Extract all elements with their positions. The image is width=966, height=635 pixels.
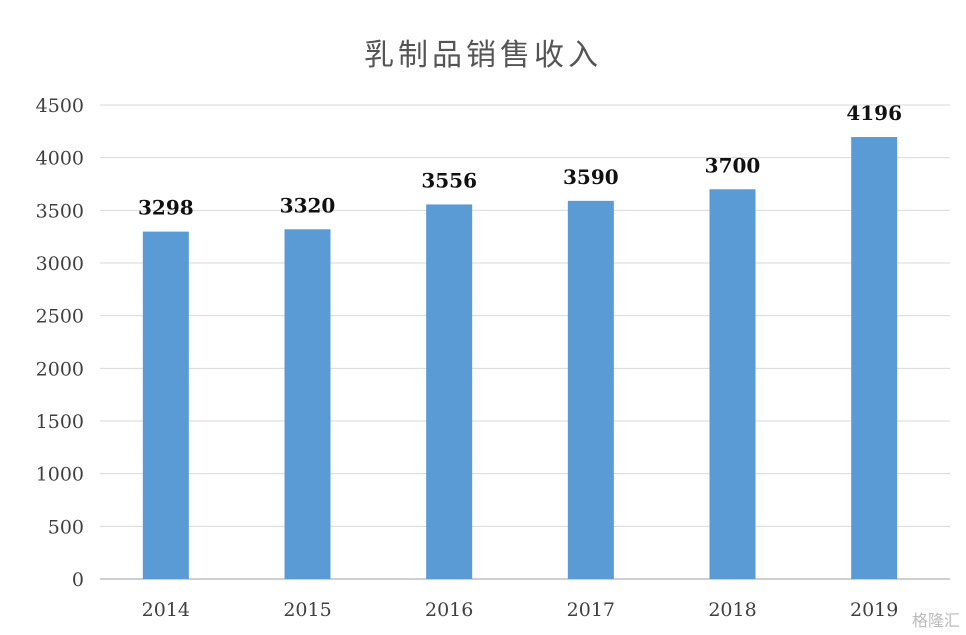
bar [709, 189, 756, 579]
data-label: 3700 [705, 153, 761, 177]
y-tick-label: 4500 [36, 95, 84, 117]
data-label: 3298 [138, 196, 194, 220]
x-tick-label: 2014 [142, 599, 190, 621]
y-tick-label: 3000 [36, 253, 84, 275]
y-tick-label: 2500 [36, 306, 84, 328]
bar [567, 200, 614, 579]
y-tick-label: 0 [72, 569, 84, 591]
data-label: 3590 [563, 165, 619, 189]
data-label: 4196 [846, 101, 902, 125]
y-tick-label: 1500 [36, 411, 84, 433]
bar [426, 204, 473, 579]
y-tick-label: 3500 [36, 200, 84, 222]
watermark: 格隆汇 [911, 611, 960, 630]
x-tick-label: 2016 [425, 599, 473, 621]
y-tick-label: 4000 [36, 148, 84, 170]
y-tick-label: 500 [48, 516, 84, 538]
x-tick-label: 2015 [283, 599, 331, 621]
chart-title: 乳制品销售收入 [364, 38, 602, 73]
x-tick-label: 2018 [708, 599, 756, 621]
data-label: 3556 [421, 168, 477, 192]
x-tick-label: 2017 [567, 599, 615, 621]
y-tick-label: 2000 [36, 358, 84, 380]
bar [142, 231, 189, 580]
bar [851, 137, 898, 579]
y-tick-label: 1000 [36, 464, 84, 486]
data-label: 3320 [280, 193, 336, 217]
bar [284, 229, 331, 579]
x-tick-label: 2019 [850, 599, 898, 621]
